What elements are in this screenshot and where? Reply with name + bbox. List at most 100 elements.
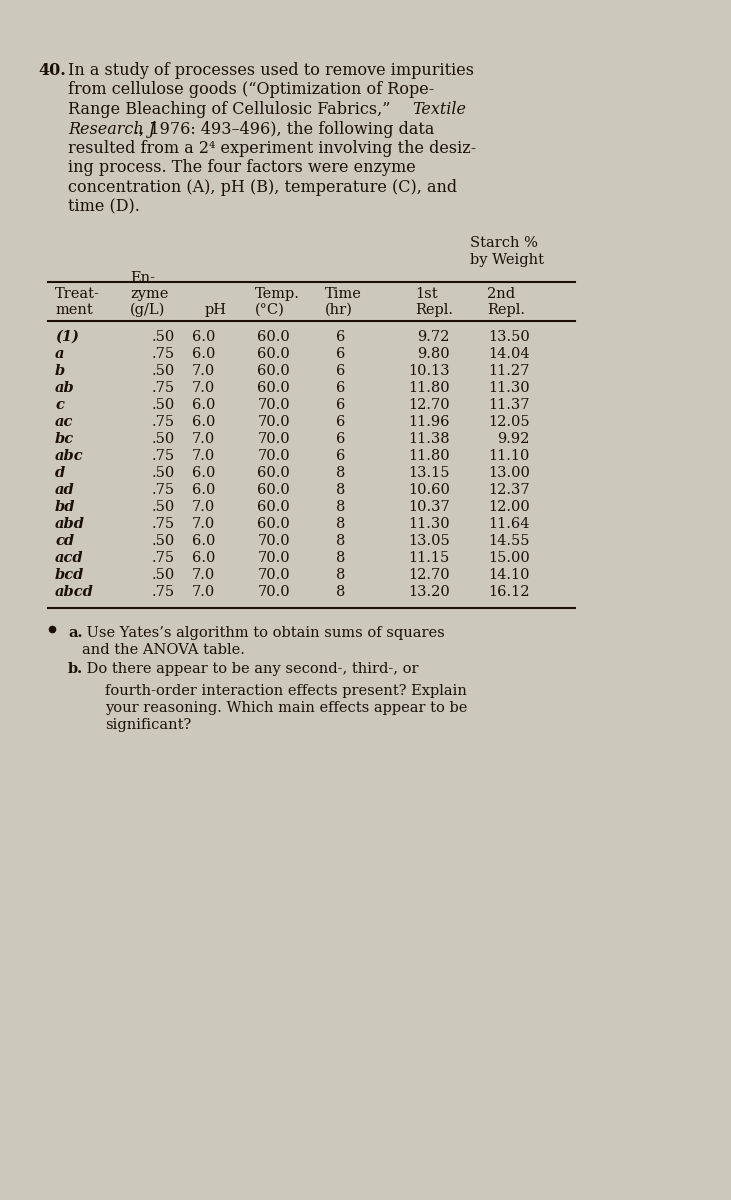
Text: 7.0: 7.0 (192, 449, 215, 463)
Text: 11.30: 11.30 (488, 382, 530, 395)
Text: 10.60: 10.60 (408, 482, 450, 497)
Text: d: d (55, 466, 65, 480)
Text: 70.0: 70.0 (257, 584, 290, 599)
Text: .50: .50 (152, 330, 175, 344)
Text: a: a (55, 347, 64, 361)
Text: 13.50: 13.50 (488, 330, 530, 344)
Text: 9.80: 9.80 (417, 347, 450, 361)
Text: .50: .50 (152, 398, 175, 412)
Text: 13.20: 13.20 (408, 584, 450, 599)
Text: 10.37: 10.37 (408, 500, 450, 514)
Text: resulted from a 2⁴ experiment involving the desiz-: resulted from a 2⁴ experiment involving … (68, 140, 477, 157)
Text: In a study of processes used to remove impurities: In a study of processes used to remove i… (68, 62, 474, 79)
Text: cd: cd (55, 534, 74, 548)
Text: 6.0: 6.0 (192, 347, 215, 361)
Text: 12.05: 12.05 (488, 415, 530, 428)
Text: significant?: significant? (105, 718, 192, 732)
Text: by Weight: by Weight (470, 253, 544, 266)
Text: 15.00: 15.00 (488, 551, 530, 565)
Text: 7.0: 7.0 (192, 568, 215, 582)
Text: 11.10: 11.10 (488, 449, 530, 463)
Text: 14.55: 14.55 (488, 534, 530, 548)
Text: 9.92: 9.92 (498, 432, 530, 446)
Text: .50: .50 (152, 534, 175, 548)
Text: 6: 6 (336, 364, 345, 378)
Text: 9.72: 9.72 (417, 330, 450, 344)
Text: 12.70: 12.70 (409, 568, 450, 582)
Text: abc: abc (55, 449, 83, 463)
Text: 6.0: 6.0 (192, 551, 215, 565)
Text: 12.00: 12.00 (488, 500, 530, 514)
Text: 6.0: 6.0 (192, 330, 215, 344)
Text: b: b (55, 364, 65, 378)
Text: and the ANOVA table.: and the ANOVA table. (82, 643, 245, 658)
Text: 70.0: 70.0 (257, 551, 290, 565)
Text: 7.0: 7.0 (192, 500, 215, 514)
Text: your reasoning. Which main effects appear to be: your reasoning. Which main effects appea… (105, 701, 467, 715)
Text: (g/L): (g/L) (130, 302, 165, 317)
Text: bc: bc (55, 432, 74, 446)
Text: ad: ad (55, 482, 75, 497)
Text: 7.0: 7.0 (192, 432, 215, 446)
Text: 60.0: 60.0 (257, 517, 290, 530)
Text: 11.27: 11.27 (488, 364, 530, 378)
Text: 1st: 1st (415, 287, 438, 301)
Text: .75: .75 (152, 584, 175, 599)
Text: 40.: 40. (38, 62, 66, 79)
Text: 7.0: 7.0 (192, 584, 215, 599)
Text: 60.0: 60.0 (257, 330, 290, 344)
Text: Repl.: Repl. (415, 302, 453, 317)
Text: 8: 8 (336, 482, 345, 497)
Text: .75: .75 (152, 449, 175, 463)
Text: 11.80: 11.80 (409, 382, 450, 395)
Text: Temp.: Temp. (255, 287, 300, 301)
Text: .75: .75 (152, 482, 175, 497)
Text: 11.37: 11.37 (488, 398, 530, 412)
Text: 70.0: 70.0 (257, 568, 290, 582)
Text: 70.0: 70.0 (257, 432, 290, 446)
Text: 14.10: 14.10 (488, 568, 530, 582)
Text: 8: 8 (336, 534, 345, 548)
Text: 7.0: 7.0 (192, 517, 215, 530)
Text: abcd: abcd (55, 584, 94, 599)
Text: 70.0: 70.0 (257, 534, 290, 548)
Text: acd: acd (55, 551, 83, 565)
Text: 11.96: 11.96 (409, 415, 450, 428)
Text: Repl.: Repl. (487, 302, 525, 317)
Text: 11.30: 11.30 (409, 517, 450, 530)
Text: .75: .75 (152, 382, 175, 395)
Text: Starch %: Starch % (470, 236, 538, 250)
Text: .50: .50 (152, 364, 175, 378)
Text: .75: .75 (152, 347, 175, 361)
Text: abd: abd (55, 517, 85, 530)
Text: ment: ment (55, 302, 93, 317)
Text: b.: b. (68, 662, 83, 676)
Text: Research J: Research J (68, 120, 155, 138)
Text: 6: 6 (336, 415, 345, 428)
Text: (°C): (°C) (255, 302, 285, 317)
Text: 7.0: 7.0 (192, 382, 215, 395)
Text: 11.80: 11.80 (409, 449, 450, 463)
Text: 70.0: 70.0 (257, 415, 290, 428)
Text: 7.0: 7.0 (192, 364, 215, 378)
Text: 8: 8 (336, 568, 345, 582)
Text: (hr): (hr) (325, 302, 353, 317)
Text: .50: .50 (152, 432, 175, 446)
Text: .75: .75 (152, 415, 175, 428)
Text: 60.0: 60.0 (257, 466, 290, 480)
Text: from cellulose goods (“Optimization of Rope-: from cellulose goods (“Optimization of R… (68, 82, 434, 98)
Text: 6: 6 (336, 432, 345, 446)
Text: 6.0: 6.0 (192, 466, 215, 480)
Text: a.: a. (68, 626, 83, 640)
Text: 12.70: 12.70 (409, 398, 450, 412)
Text: .50: .50 (152, 568, 175, 582)
Text: Do there appear to be any second-, third-, or: Do there appear to be any second-, third… (82, 662, 419, 676)
Text: zyme: zyme (130, 287, 168, 301)
Text: c: c (55, 398, 64, 412)
Text: bcd: bcd (55, 568, 84, 582)
Text: 8: 8 (336, 584, 345, 599)
Text: 13.15: 13.15 (409, 466, 450, 480)
Text: 13.00: 13.00 (488, 466, 530, 480)
Text: (1): (1) (55, 330, 79, 344)
Text: ., 1976: 493–496), the following data: ., 1976: 493–496), the following data (134, 120, 434, 138)
